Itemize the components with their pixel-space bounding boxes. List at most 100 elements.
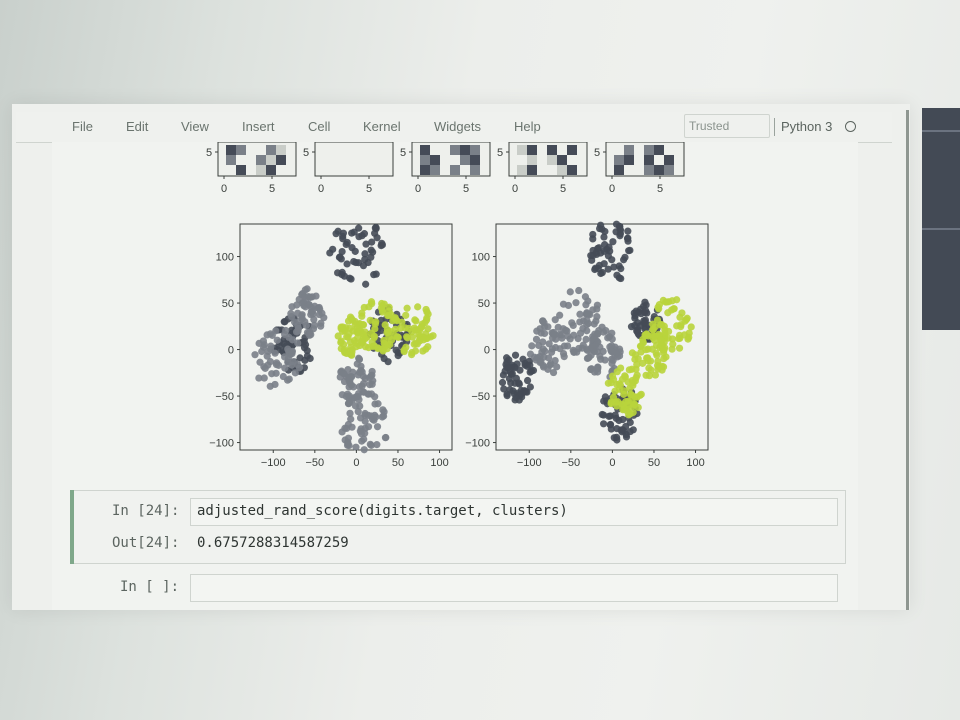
y-tick-label: −50: [471, 391, 490, 403]
scatter-point: [642, 371, 650, 379]
scatter-point: [281, 364, 289, 372]
thumbnail-ytick: 5: [594, 147, 600, 159]
scatter-point: [360, 446, 368, 454]
scatter-point: [600, 260, 608, 268]
menu-help[interactable]: Help: [514, 119, 541, 134]
scatter-point: [633, 361, 641, 369]
digit-pixel: [624, 155, 634, 165]
digit-pixel: [567, 145, 577, 155]
scatter-point: [661, 344, 669, 352]
scatter-point: [629, 408, 637, 417]
thumbnail-xtick: 5: [657, 183, 663, 195]
thumbnail-xtick: 0: [221, 183, 227, 195]
y-tick-label: −50: [215, 391, 234, 403]
scatter-point: [268, 370, 276, 378]
scatter-series: [604, 296, 695, 419]
scatter-point: [602, 327, 610, 335]
scatter-point: [346, 324, 354, 332]
scatter-point: [566, 288, 574, 296]
scatter-point: [352, 258, 360, 267]
scatter-point: [583, 345, 591, 353]
menu-cell[interactable]: Cell: [308, 119, 331, 134]
scatter-point: [590, 368, 599, 376]
scatter-point: [379, 406, 387, 414]
digit-pixel: [527, 145, 537, 155]
scatter-point: [424, 343, 432, 351]
scatter-point: [564, 301, 573, 310]
scatter-point: [348, 316, 357, 324]
scatter-point: [523, 376, 532, 385]
scatter-point: [627, 391, 635, 399]
scatter-point: [361, 409, 369, 418]
scatter-point: [587, 351, 595, 359]
menu-widgets[interactable]: Widgets: [434, 119, 481, 134]
digit-pixel: [236, 145, 246, 155]
x-tick-label: 0: [609, 457, 615, 469]
digit-pixel: [226, 155, 236, 165]
scatter-point: [346, 409, 354, 417]
scatter-point: [575, 286, 583, 295]
scatter-point: [352, 443, 360, 451]
scatter-point: [290, 318, 299, 326]
digit-pixel: [226, 145, 236, 155]
trusted-indicator[interactable]: Trusted: [684, 114, 770, 138]
thumbnail-xtick: 5: [463, 183, 469, 195]
thumbnail-ytick: 5: [497, 147, 503, 159]
y-tick-label: −100: [465, 438, 490, 450]
scatter-point: [498, 378, 507, 387]
input-prompt: In [24]:: [112, 503, 180, 519]
scatter-point: [676, 313, 684, 321]
digit-pixel: [624, 145, 634, 155]
scatter-point: [256, 358, 264, 366]
scatter-point: [526, 383, 534, 391]
digit-pixel: [266, 155, 276, 165]
scatter-point: [403, 334, 412, 342]
scatter-point: [507, 363, 515, 371]
scatter-point: [360, 303, 368, 312]
code-text[interactable]: adjusted_rand_score(digits.target, clust…: [197, 503, 568, 519]
empty-code-input[interactable]: [190, 574, 838, 602]
scatter-point: [362, 240, 370, 248]
digit-pixel: [644, 155, 654, 165]
menu-file[interactable]: File: [72, 119, 93, 134]
scatter-point: [393, 333, 402, 341]
code-input[interactable]: [190, 498, 838, 526]
kernel-name[interactable]: Python 3: [781, 119, 833, 134]
menu-edit[interactable]: Edit: [126, 119, 149, 134]
scatter-point: [374, 344, 382, 352]
scatter-series: [334, 298, 437, 359]
scatter-point: [335, 253, 344, 261]
y-tick-label: 50: [222, 298, 234, 310]
y-tick-label: 50: [478, 298, 490, 310]
scatter-point: [591, 264, 600, 272]
scatter-point: [576, 329, 585, 337]
scatter-point: [263, 331, 271, 339]
scatter-point: [610, 263, 618, 271]
scatter-point: [361, 250, 369, 258]
menu-kernel[interactable]: Kernel: [363, 119, 401, 134]
scatter-point: [266, 382, 274, 390]
scatter-point: [633, 393, 641, 401]
scatter-point: [556, 311, 564, 319]
digit-pixel: [256, 165, 266, 175]
scatter-point: [605, 412, 613, 420]
scatter-point: [281, 353, 289, 361]
output-value: 0.6757288314587259: [197, 535, 349, 551]
x-tick-label: 50: [392, 457, 404, 469]
scatter-point: [367, 246, 375, 254]
scatter-point: [616, 348, 624, 356]
menu-insert[interactable]: Insert: [242, 119, 275, 134]
scatter-point: [348, 423, 356, 431]
scatter-point: [622, 433, 631, 441]
scatter-point: [576, 310, 584, 318]
digit-pixel: [276, 155, 286, 165]
scatter-point: [344, 434, 353, 442]
scatter-point: [419, 336, 428, 344]
digit-pixel: [644, 165, 654, 175]
scatter-point: [637, 342, 645, 350]
digit-pixel: [664, 165, 674, 175]
digit-pixel: [654, 145, 664, 155]
scatter-point: [593, 313, 601, 321]
scatter-point: [394, 348, 402, 357]
menu-view[interactable]: View: [181, 119, 209, 134]
